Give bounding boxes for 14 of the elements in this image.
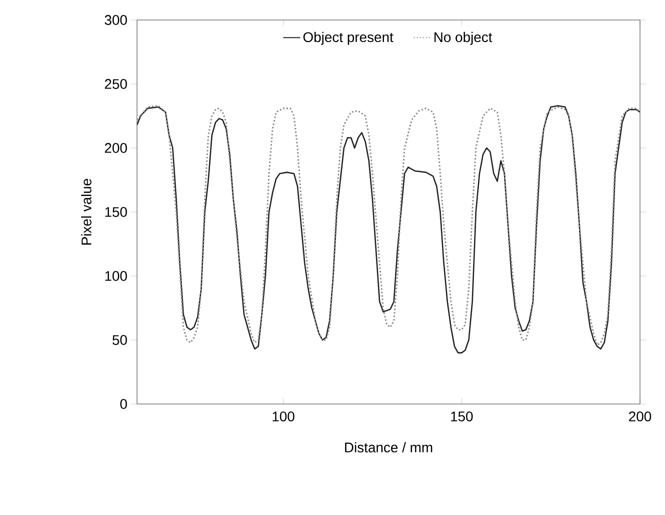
legend-label: Object present [303,32,394,45]
y-tick-label: 300 [104,15,127,25]
y-tick-label: 50 [112,335,127,345]
x-tick-label: 100 [272,411,294,422]
x-axis-title: Distance / mm [345,442,432,452]
x-tick-label: 200 [629,411,652,422]
y-tick-label: 200 [104,143,127,153]
y-tick-label: 100 [105,271,127,281]
y-axis-title: Pixel value [81,178,92,245]
x-tick-label: 150 [451,411,473,422]
y-tick-label: 250 [104,79,127,89]
y-tick-label: 0 [120,399,127,409]
legend-label: No object [434,32,492,45]
y-tick-label: 150 [105,207,127,217]
